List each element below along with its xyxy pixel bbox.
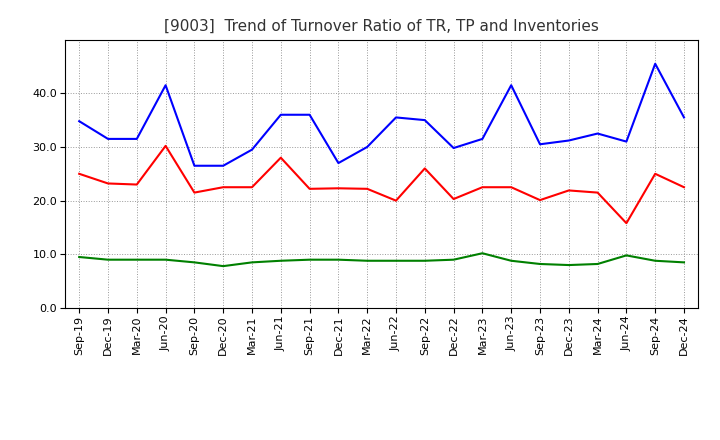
Inventories bbox=[622, 253, 631, 258]
Trade Receivables bbox=[680, 185, 688, 190]
Inventories bbox=[363, 258, 372, 264]
Trade Receivables bbox=[536, 198, 544, 203]
Inventories bbox=[104, 257, 112, 262]
Trade Payables bbox=[651, 61, 660, 66]
Trade Payables bbox=[276, 112, 285, 117]
Trade Receivables bbox=[75, 171, 84, 176]
Trade Receivables bbox=[305, 186, 314, 191]
Trade Payables bbox=[478, 136, 487, 142]
Trade Receivables bbox=[478, 185, 487, 190]
Trade Payables bbox=[593, 131, 602, 136]
Inventories bbox=[334, 257, 343, 262]
Trade Receivables bbox=[363, 186, 372, 191]
Inventories bbox=[305, 257, 314, 262]
Trade Payables bbox=[392, 115, 400, 120]
Trade Receivables bbox=[248, 185, 256, 190]
Trade Payables bbox=[104, 136, 112, 142]
Inventories bbox=[161, 257, 170, 262]
Inventories bbox=[651, 258, 660, 264]
Trade Receivables bbox=[219, 185, 228, 190]
Trade Payables bbox=[334, 161, 343, 166]
Trade Receivables bbox=[564, 188, 573, 193]
Trade Receivables bbox=[190, 190, 199, 195]
Inventories bbox=[478, 251, 487, 256]
Trade Receivables bbox=[132, 182, 141, 187]
Trade Payables bbox=[219, 163, 228, 169]
Trade Receivables bbox=[392, 198, 400, 203]
Trade Receivables bbox=[622, 220, 631, 226]
Inventories bbox=[75, 254, 84, 260]
Trade Receivables bbox=[593, 190, 602, 195]
Trade Receivables bbox=[507, 185, 516, 190]
Trade Receivables bbox=[276, 155, 285, 160]
Trade Payables bbox=[190, 163, 199, 169]
Inventories bbox=[392, 258, 400, 264]
Inventories bbox=[536, 261, 544, 267]
Trade Receivables bbox=[651, 171, 660, 176]
Inventories bbox=[132, 257, 141, 262]
Trade Payables bbox=[564, 138, 573, 143]
Trade Receivables bbox=[334, 186, 343, 191]
Inventories bbox=[680, 260, 688, 265]
Trade Receivables bbox=[420, 166, 429, 171]
Trade Receivables bbox=[104, 181, 112, 186]
Trade Payables bbox=[161, 83, 170, 88]
Inventories bbox=[507, 258, 516, 264]
Trade Payables bbox=[680, 115, 688, 120]
Inventories bbox=[248, 260, 256, 265]
Inventories bbox=[190, 260, 199, 265]
Trade Payables bbox=[305, 112, 314, 117]
Line: Trade Payables: Trade Payables bbox=[79, 64, 684, 166]
Inventories bbox=[564, 262, 573, 268]
Inventories bbox=[276, 258, 285, 264]
Trade Payables bbox=[536, 142, 544, 147]
Inventories bbox=[593, 261, 602, 267]
Trade Payables bbox=[363, 144, 372, 150]
Line: Trade Receivables: Trade Receivables bbox=[79, 146, 684, 223]
Trade Payables bbox=[75, 118, 84, 124]
Inventories bbox=[449, 257, 458, 262]
Trade Payables bbox=[507, 83, 516, 88]
Trade Payables bbox=[132, 136, 141, 142]
Title: [9003]  Trend of Turnover Ratio of TR, TP and Inventories: [9003] Trend of Turnover Ratio of TR, TP… bbox=[164, 19, 599, 34]
Trade Payables bbox=[420, 117, 429, 123]
Trade Receivables bbox=[161, 143, 170, 149]
Inventories bbox=[219, 264, 228, 269]
Trade Payables bbox=[449, 145, 458, 150]
Inventories bbox=[420, 258, 429, 264]
Trade Payables bbox=[248, 147, 256, 152]
Trade Receivables bbox=[449, 196, 458, 202]
Trade Payables bbox=[622, 139, 631, 144]
Line: Inventories: Inventories bbox=[79, 253, 684, 266]
